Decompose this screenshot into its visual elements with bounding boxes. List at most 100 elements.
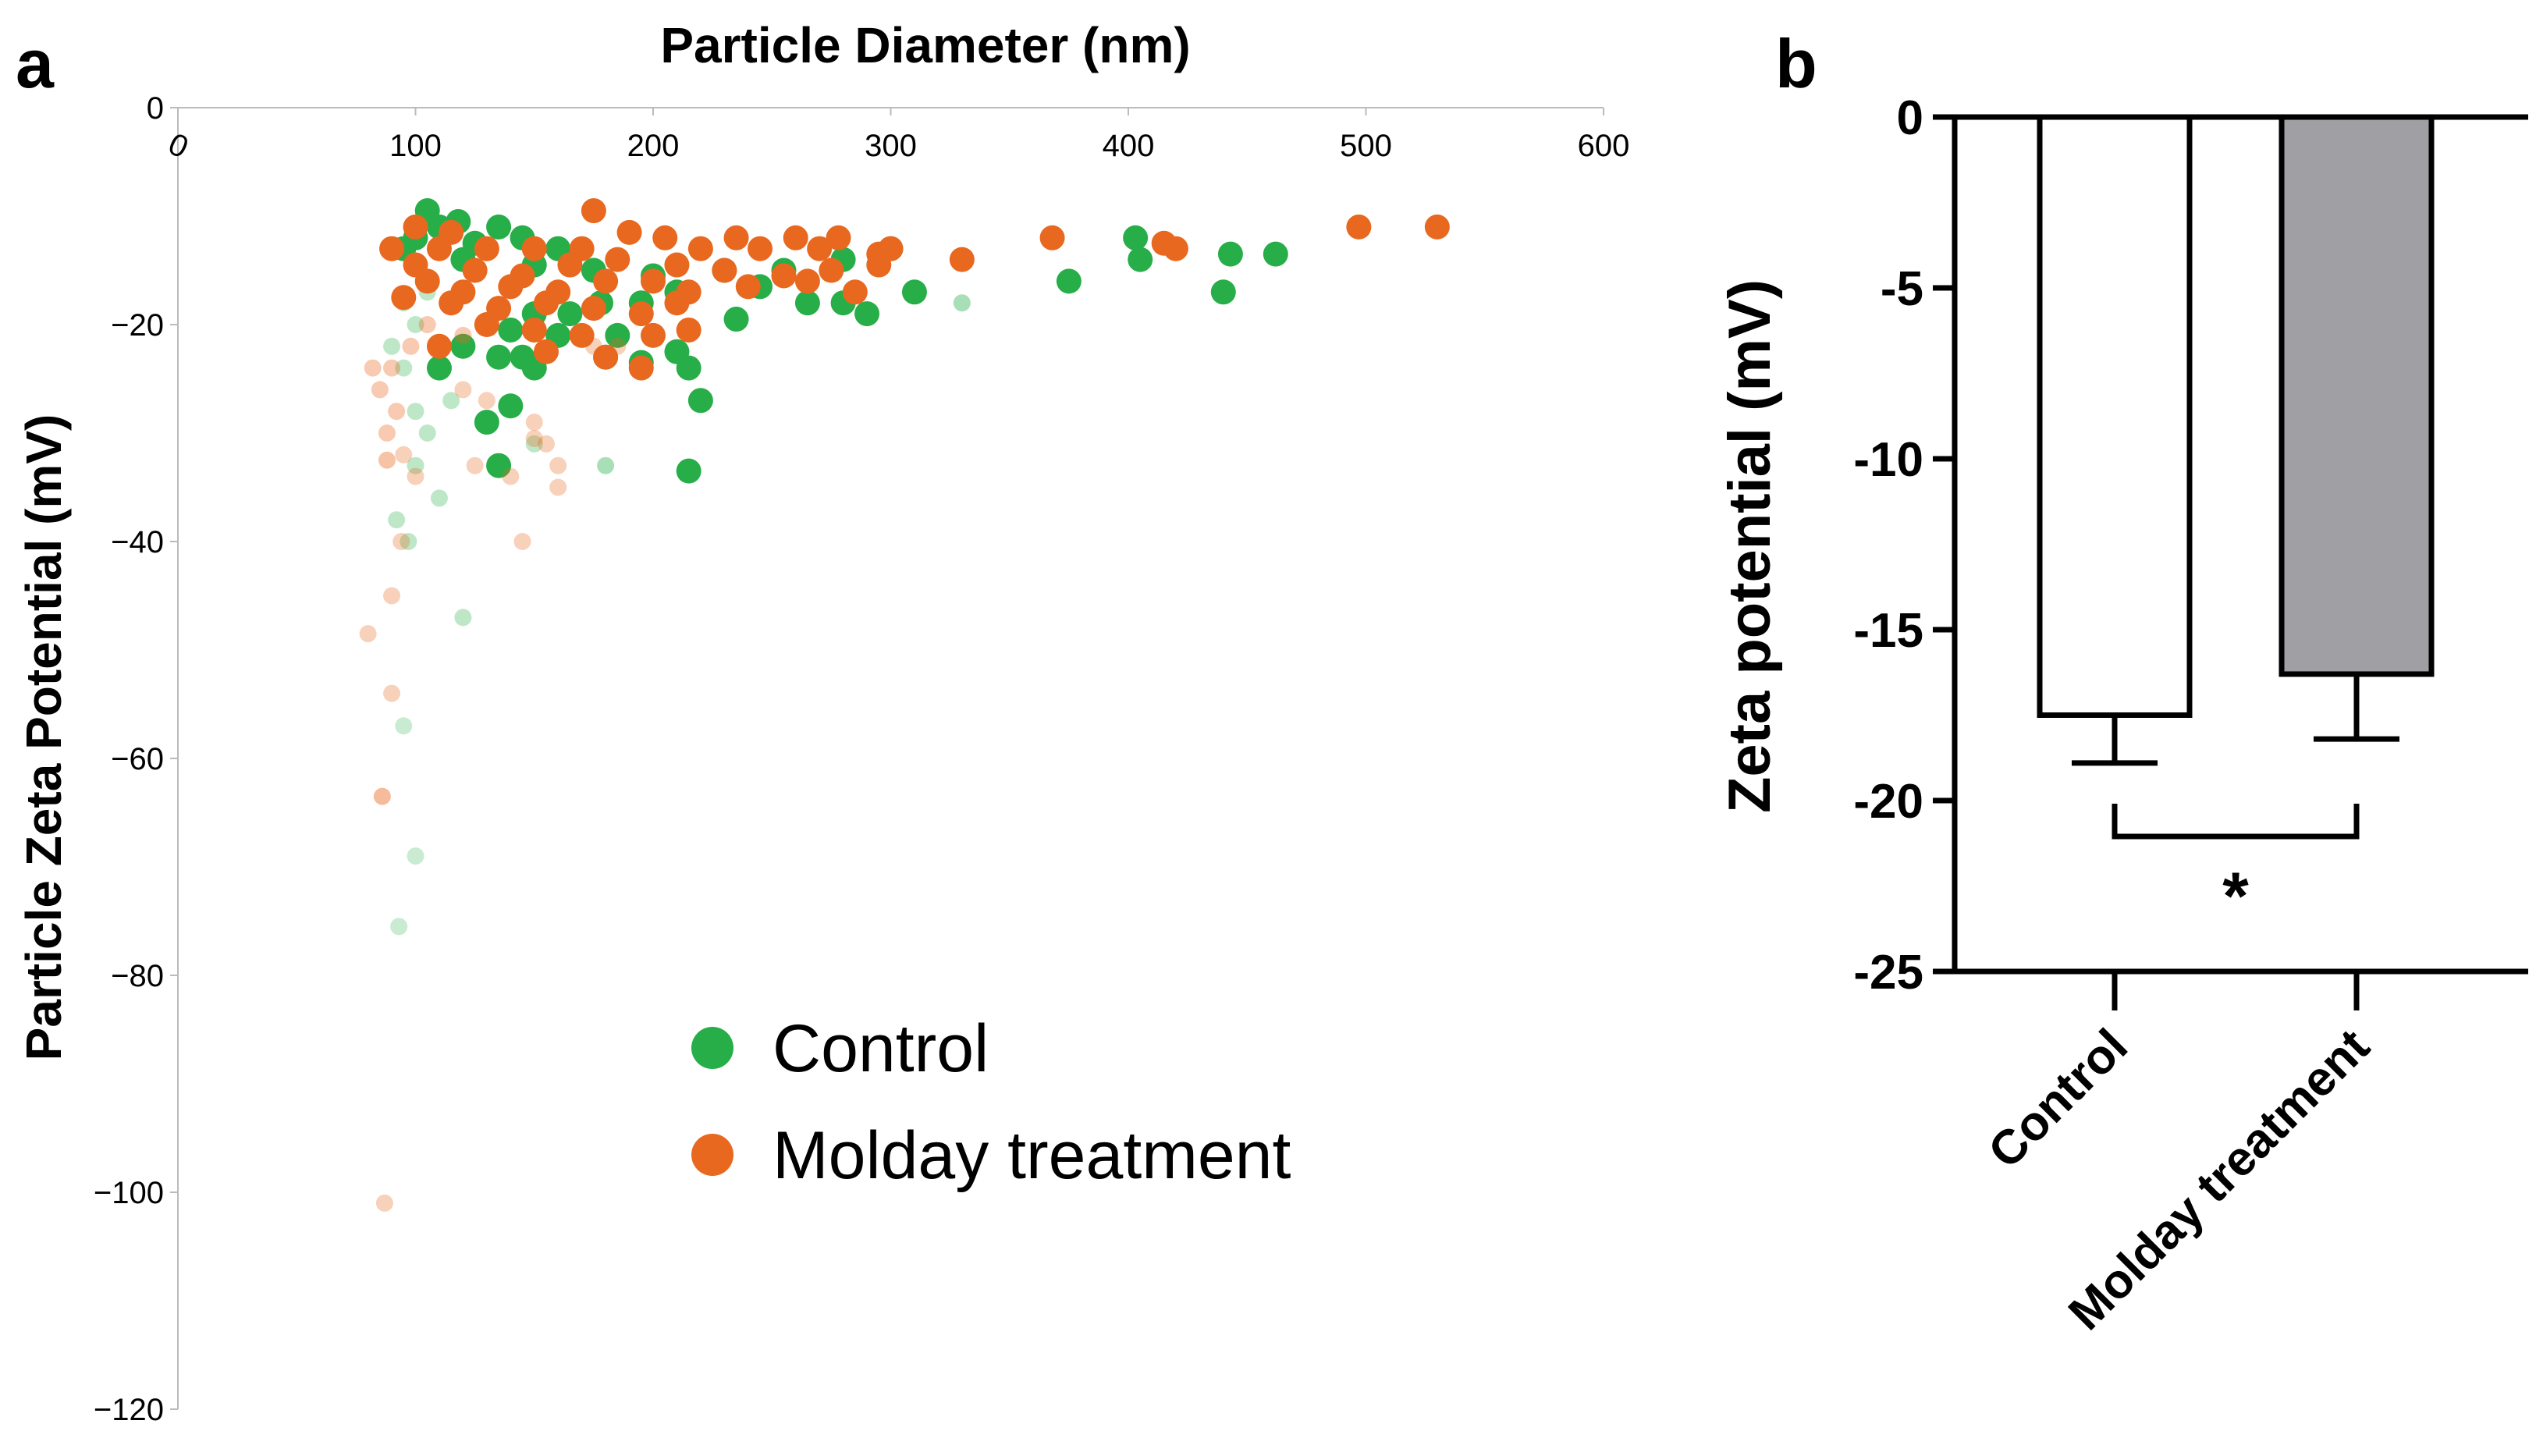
data-point: [375, 1194, 393, 1212]
bar-molday-treatment: [2278, 114, 2435, 677]
data-point: [581, 296, 606, 321]
bar-category-label: Control: [1978, 1019, 2138, 1179]
data-point: [641, 322, 666, 348]
data-point: [628, 301, 654, 327]
data-point: [866, 252, 892, 278]
data-point: [525, 414, 543, 431]
data-point: [641, 268, 666, 294]
data-point: [525, 435, 543, 453]
series-control: [383, 198, 1288, 936]
data-point: [378, 451, 396, 469]
y-tick-label: −60: [111, 742, 164, 776]
data-point: [1210, 279, 1236, 305]
data-point: [854, 301, 880, 327]
bar-y-tick-label: -25: [1853, 946, 1923, 1000]
data-point: [379, 236, 405, 261]
data-point: [609, 337, 627, 355]
data-point: [418, 316, 436, 333]
data-point: [1163, 236, 1188, 261]
data-point: [1217, 241, 1243, 267]
x-axis-title: Particle Diameter (nm): [660, 17, 1190, 73]
data-point: [498, 274, 524, 300]
data-point: [748, 236, 773, 261]
data-point: [454, 326, 472, 344]
data-point: [521, 236, 547, 261]
data-point: [395, 359, 413, 377]
x-tick-label: 600: [1578, 129, 1630, 163]
data-point: [676, 317, 701, 343]
legend-label-control: Control: [773, 1011, 989, 1086]
data-point: [426, 236, 452, 261]
y-tick-label: −40: [111, 525, 164, 559]
data-point: [605, 322, 630, 348]
data-point: [371, 381, 389, 399]
data-point: [407, 316, 424, 333]
data-point: [1263, 241, 1288, 267]
data-point: [557, 252, 583, 278]
data-point: [373, 787, 391, 805]
data-point: [676, 458, 701, 484]
data-point: [426, 355, 452, 381]
data-point: [794, 268, 820, 294]
data-point: [403, 214, 428, 240]
panel-label-b: b: [1775, 25, 1817, 102]
data-point: [569, 322, 595, 348]
data-point: [771, 263, 797, 289]
data-point: [593, 344, 619, 370]
data-point: [687, 388, 713, 414]
y-tick-label: −100: [94, 1176, 164, 1210]
data-point: [383, 587, 401, 605]
panel-label-a: a: [16, 25, 55, 102]
x-tick-label: 0: [163, 126, 194, 165]
bar-y-tick-label: 0: [1897, 91, 1923, 145]
data-point: [383, 359, 401, 377]
bar-y-axis-title: Zeta potential (mV): [1717, 279, 1783, 813]
bar-control: [2037, 114, 2193, 718]
data-point: [676, 355, 701, 381]
data-point: [439, 290, 464, 316]
x-tick-label: 400: [1103, 129, 1155, 163]
data-point: [605, 247, 630, 272]
data-point: [664, 252, 690, 278]
bar-y-tick-label: -10: [1853, 433, 1923, 487]
data-point: [513, 533, 531, 550]
bar-y-tick-label: -5: [1881, 262, 1923, 316]
data-point: [687, 236, 713, 261]
data-point: [723, 307, 749, 332]
data-point: [1128, 247, 1153, 272]
data-point: [502, 467, 520, 485]
data-point: [549, 456, 567, 474]
data-point: [426, 333, 452, 359]
data-point: [581, 198, 606, 224]
data-point: [462, 257, 488, 283]
data-point: [388, 403, 406, 421]
data-point: [533, 339, 559, 364]
data-point: [1346, 214, 1372, 240]
data-point: [395, 717, 413, 735]
data-point: [359, 625, 377, 643]
series-molday-treatment: [359, 198, 1450, 1212]
data-point: [466, 456, 484, 474]
data-point: [454, 381, 472, 399]
data-point: [402, 337, 420, 355]
data-point: [819, 257, 844, 283]
legend: Control Molday treatment: [691, 1011, 1291, 1193]
data-point: [616, 219, 642, 245]
data-point: [474, 236, 499, 261]
data-point: [498, 317, 524, 343]
data-point: [664, 290, 690, 316]
data-point: [390, 918, 408, 936]
data-point: [783, 225, 808, 250]
data-point: [364, 359, 382, 377]
data-point: [735, 274, 761, 300]
x-tick-label: 500: [1340, 129, 1392, 163]
data-point: [414, 268, 440, 294]
data-point: [407, 403, 424, 421]
scatter-panel: a Particle Diameter (nm) Particle Zeta P…: [16, 17, 1629, 1427]
data-point: [383, 337, 401, 355]
data-point: [486, 453, 512, 478]
legend-swatch-molday: [691, 1134, 733, 1176]
data-point: [807, 236, 833, 261]
